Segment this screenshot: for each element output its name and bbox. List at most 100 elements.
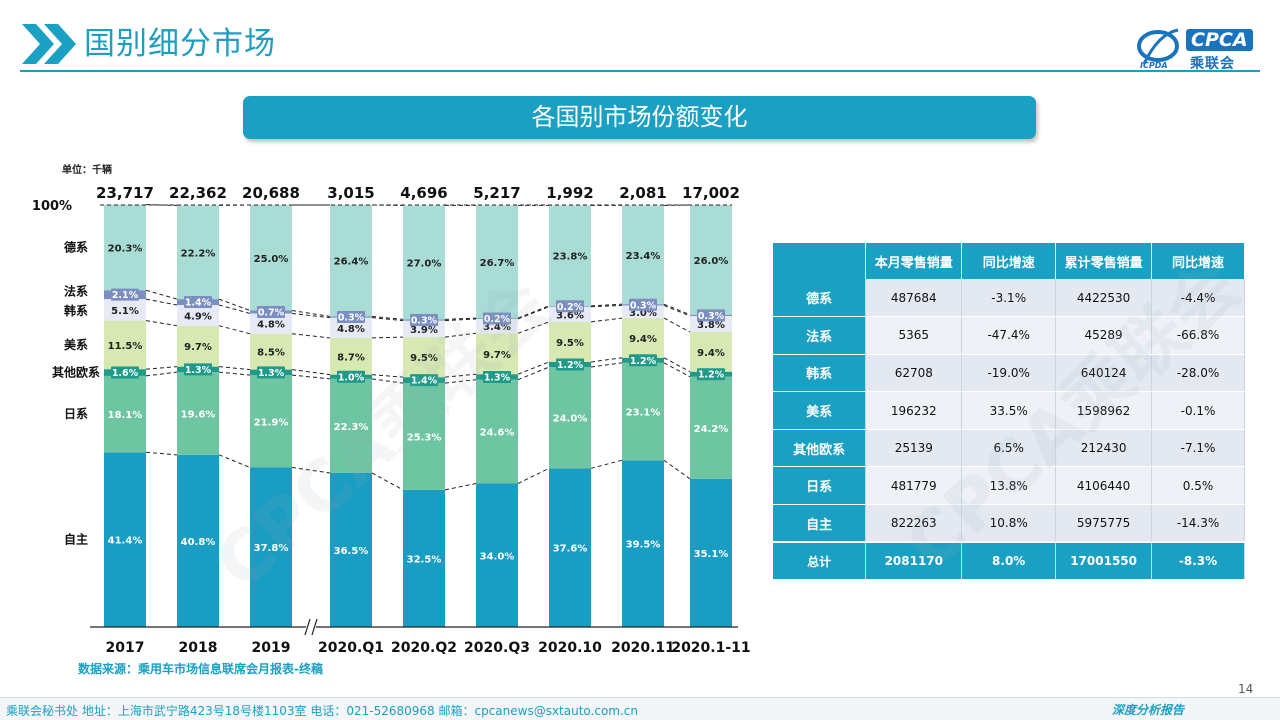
data-label: 24.0%	[553, 414, 588, 425]
data-label-box	[337, 311, 365, 324]
connector-line	[517, 361, 550, 375]
data-label-box	[629, 298, 657, 311]
row-label: 德系	[773, 279, 867, 318]
data-label: 0.2%	[484, 314, 511, 325]
bar-segment	[690, 332, 732, 372]
data-label: 36.5%	[334, 546, 369, 557]
total-label: 4,696	[400, 184, 447, 202]
x-tick-label: 2019	[252, 640, 291, 656]
bar-segment	[403, 489, 445, 627]
connector-line	[444, 379, 477, 384]
data-label-box	[184, 296, 212, 309]
series-label: 自主	[64, 532, 88, 547]
table-cell: 62708	[865, 354, 963, 393]
table-cell: 0.5%	[1151, 466, 1245, 506]
bar-segment	[250, 333, 292, 370]
connector-line	[663, 304, 691, 317]
footer-report-type: 深度分析报告	[1112, 703, 1185, 717]
data-label: 9.4%	[697, 348, 725, 359]
connector-line	[145, 320, 178, 327]
data-label: 4.9%	[184, 311, 212, 322]
connector-line	[590, 303, 623, 307]
connector-line	[371, 315, 404, 320]
table-cell: 25139	[865, 429, 963, 468]
table-cell: 1598962	[1055, 391, 1153, 430]
connector-line	[145, 204, 178, 206]
table-cell: -0.1%	[1151, 391, 1245, 430]
bar-segment	[330, 378, 372, 473]
bar-segment	[104, 320, 146, 370]
data-label: 9.4%	[629, 334, 657, 345]
bar-segment	[250, 205, 292, 311]
bar-segment	[622, 318, 664, 358]
series-label: 日系	[64, 406, 88, 421]
data-label: 5.1%	[111, 306, 139, 317]
row-label: 韩系	[773, 354, 867, 393]
data-label-box	[410, 374, 438, 387]
bar-segment	[104, 452, 146, 627]
series-label: 美系	[64, 337, 88, 352]
data-label: 26.7%	[480, 258, 515, 269]
bar-segment	[104, 204, 146, 291]
bar-segment	[476, 483, 518, 627]
table-cell: 481779	[865, 466, 963, 506]
row-label: 美系	[773, 391, 867, 430]
row-label: 总计	[773, 541, 867, 581]
sales-table: 本月零售销量 同比增速 累计零售销量 同比增速 德系 487684 -3.1% 442…	[773, 243, 1245, 581]
bar-segment	[622, 362, 664, 461]
data-label: 1.0%	[338, 372, 365, 383]
connector-line	[590, 357, 623, 363]
x-tick-label: 2020.Q2	[391, 640, 457, 656]
connector-line	[590, 317, 623, 323]
total-label: 20,688	[242, 184, 300, 202]
connector-line	[218, 371, 251, 376]
data-label: 1.3%	[185, 365, 212, 376]
connector-line	[291, 374, 331, 380]
bar-segment	[177, 325, 219, 367]
data-label-box	[257, 366, 285, 379]
table-cell: 17001550	[1055, 541, 1153, 581]
data-label: 37.6%	[553, 544, 588, 555]
data-label: 35.1%	[694, 549, 729, 560]
connector-line	[371, 317, 404, 322]
table-total-row: 总计 2081170 8.0% 17001550 -8.3%	[773, 541, 1245, 581]
bar-segment	[690, 478, 732, 627]
connector-line	[218, 366, 251, 371]
logo-text: CPCA	[1186, 29, 1253, 51]
connector-line	[145, 298, 178, 306]
bar-segment	[622, 460, 664, 627]
data-label: 3.4%	[483, 322, 511, 333]
series-label: 其他欧系	[52, 365, 100, 380]
chart-banner: 各国别市场份额变化	[243, 96, 1036, 139]
table-cell: -8.3%	[1151, 541, 1245, 581]
connector-line	[663, 317, 691, 333]
axis-break-mark	[311, 618, 318, 636]
x-tick-label: 2020.11	[611, 640, 675, 656]
data-label: 1.3%	[258, 368, 285, 379]
bar-segment	[549, 367, 591, 469]
footer-bar	[0, 697, 1280, 720]
data-label-box	[184, 363, 212, 376]
bar-segment	[104, 375, 146, 453]
data-label: 8.5%	[257, 348, 285, 359]
data-label: 9.5%	[556, 338, 584, 349]
bar-segment	[250, 467, 292, 627]
bar-segment	[622, 205, 664, 305]
data-label: 37.8%	[254, 543, 289, 554]
cpca-logo-icon	[1137, 28, 1179, 65]
table-cell: -3.1%	[961, 279, 1057, 318]
data-source: 数据来源：乘用车市场信息联席会月报表-终稿	[78, 662, 323, 676]
connector-line	[291, 310, 331, 317]
data-label: 23.4%	[626, 251, 661, 262]
connector-line	[517, 321, 550, 334]
stacked-share-chart: 41.4% 18.1% 1.6% 11.5% 5.1% 2.1% 20.3% 23,717 20…	[32, 184, 751, 656]
x-tick-label: 2017	[106, 640, 145, 656]
data-label: 3.0%	[629, 308, 657, 319]
data-label-box	[629, 354, 657, 367]
data-label-box	[337, 370, 365, 383]
table-cell: -66.8%	[1151, 316, 1245, 355]
data-label-box	[111, 288, 139, 301]
data-label: 4.8%	[257, 320, 285, 331]
data-label-box	[483, 370, 511, 383]
table-row: 日系 481779 13.8% 4106440 0.5%	[773, 466, 1245, 506]
